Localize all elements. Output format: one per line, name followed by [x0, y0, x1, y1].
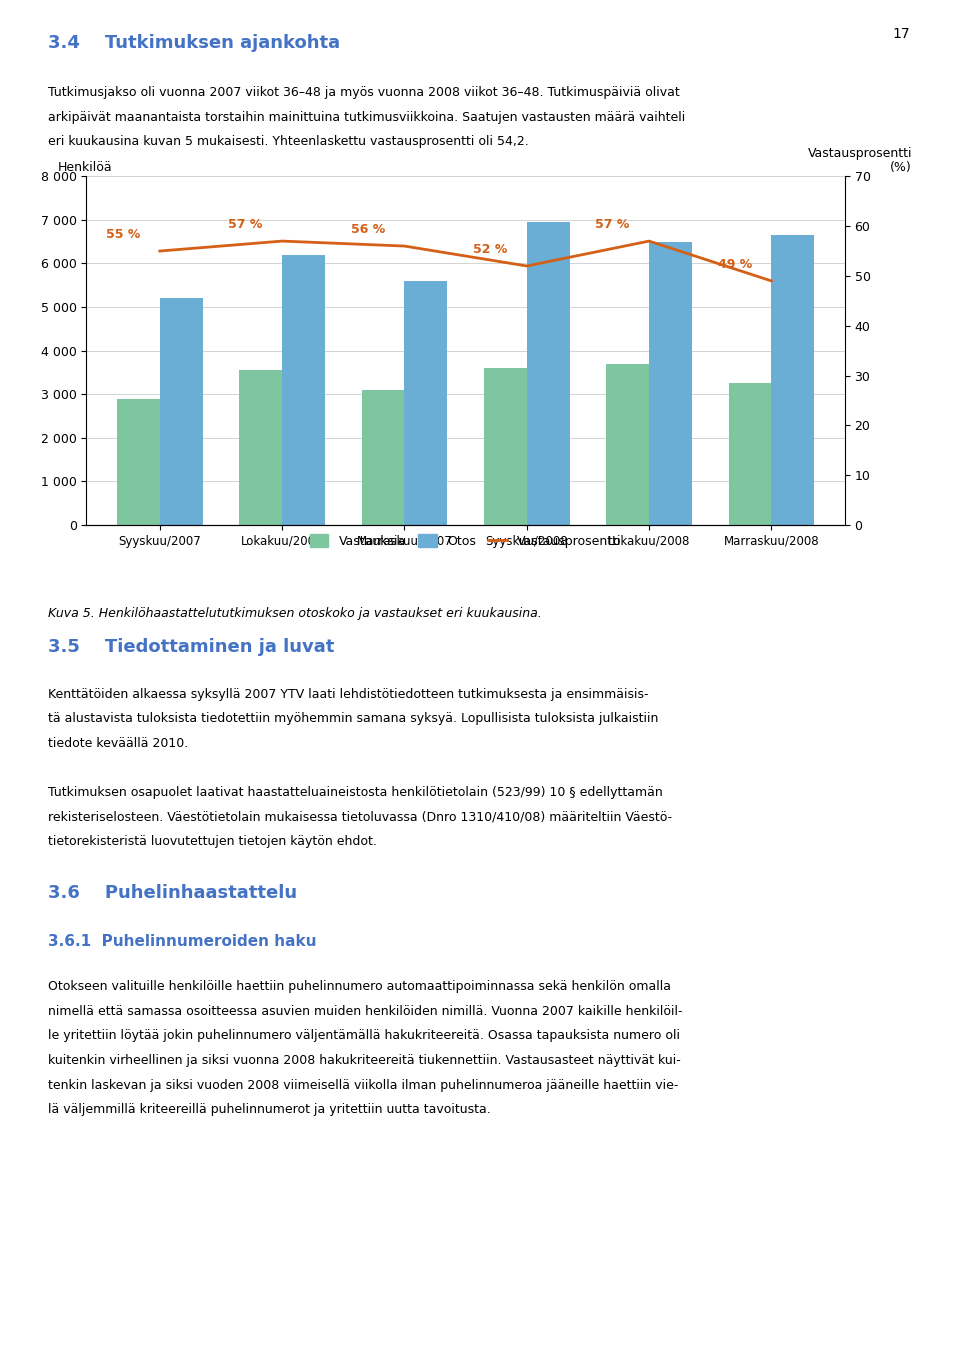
- Text: 56 %: 56 %: [350, 223, 385, 236]
- Text: 49 %: 49 %: [717, 258, 752, 271]
- Text: tiedote keväällä 2010.: tiedote keväällä 2010.: [48, 737, 188, 750]
- Text: rekisteriselosteen. Väestötietolain mukaisessa tietoluvassa (Dnro 1310/410/08) m: rekisteriselosteen. Väestötietolain muka…: [48, 811, 672, 824]
- Text: le yritettiin löytää jokin puhelinnumero väljentämällä hakukriteereitä. Osassa t: le yritettiin löytää jokin puhelinnumero…: [48, 1029, 680, 1043]
- Bar: [404, 282, 447, 525]
- Bar: [772, 235, 814, 525]
- Text: Tutkimusjakso oli vuonna 2007 viikot 36–48 ja myös vuonna 2008 viikot 36–48. Tut: Tutkimusjakso oli vuonna 2007 viikot 36–…: [48, 86, 680, 100]
- Text: 55 %: 55 %: [106, 228, 140, 241]
- Text: 3.4    Tutkimuksen ajankohta: 3.4 Tutkimuksen ajankohta: [48, 34, 340, 52]
- Text: 3.5    Tiedottaminen ja luvat: 3.5 Tiedottaminen ja luvat: [48, 638, 334, 656]
- Bar: [649, 242, 692, 525]
- Bar: [159, 298, 203, 525]
- Text: Kuva 5. Henkilöhaastattelututkimuksen otoskoko ja vastaukset eri kuukausina.: Kuva 5. Henkilöhaastattelututkimuksen ot…: [48, 607, 541, 621]
- Text: 57 %: 57 %: [228, 219, 263, 231]
- Text: eri kuukausina kuvan 5 mukaisesti. Yhteenlaskettu vastausprosentti oli 54,2.: eri kuukausina kuvan 5 mukaisesti. Yhtee…: [48, 135, 529, 149]
- Text: tietorekisteristä luovutettujen tietojen käytön ehdot.: tietorekisteristä luovutettujen tietojen…: [48, 835, 377, 849]
- Text: 57 %: 57 %: [595, 219, 630, 231]
- Bar: [282, 254, 324, 525]
- Bar: [527, 221, 569, 525]
- Text: (%): (%): [890, 160, 912, 174]
- Text: Kenttätöiden alkaessa syksyllä 2007 YTV laati lehdistötiedotteen tutkimuksesta j: Kenttätöiden alkaessa syksyllä 2007 YTV …: [48, 688, 649, 701]
- Text: nimellä että samassa osoitteessa asuvien muiden henkilöiden nimillä. Vuonna 2007: nimellä että samassa osoitteessa asuvien…: [48, 1005, 683, 1018]
- Text: Henkilöä: Henkilöä: [58, 160, 112, 174]
- Bar: [239, 370, 282, 525]
- Text: Vastausprosentti: Vastausprosentti: [807, 146, 912, 160]
- Text: kuitenkin virheellinen ja siksi vuonna 2008 hakukriteereitä tiukennettiin. Vasta: kuitenkin virheellinen ja siksi vuonna 2…: [48, 1054, 681, 1068]
- Bar: [729, 383, 772, 525]
- Text: tenkin laskevan ja siksi vuoden 2008 viimeisellä viikolla ilman puhelinnumeroa j: tenkin laskevan ja siksi vuoden 2008 vii…: [48, 1079, 679, 1092]
- Bar: [117, 399, 159, 525]
- Text: tä alustavista tuloksista tiedotettiin myöhemmin samana syksyä. Lopullisista tul: tä alustavista tuloksista tiedotettiin m…: [48, 712, 659, 726]
- Text: Otokseen valituille henkilöille haettiin puhelinnumero automaattipoiminnassa sek: Otokseen valituille henkilöille haettiin…: [48, 980, 671, 994]
- Text: 3.6.1  Puhelinnumeroiden haku: 3.6.1 Puhelinnumeroiden haku: [48, 934, 317, 949]
- Text: arkipäivät maanantaista torstaihin mainittuina tutkimusviikkoina. Saatujen vasta: arkipäivät maanantaista torstaihin maini…: [48, 111, 685, 124]
- Bar: [484, 368, 527, 525]
- Bar: [362, 390, 404, 525]
- Bar: [607, 364, 649, 525]
- Text: 3.6    Puhelinhaastattelu: 3.6 Puhelinhaastattelu: [48, 884, 298, 902]
- Text: Tutkimuksen osapuolet laativat haastatteluaineistosta henkilötietolain (523/99) : Tutkimuksen osapuolet laativat haastatte…: [48, 786, 662, 800]
- Text: 52 %: 52 %: [473, 243, 507, 256]
- Text: lä väljemmillä kriteereillä puhelinnumerot ja yritettiin uutta tavoitusta.: lä väljemmillä kriteereillä puhelinnumer…: [48, 1103, 491, 1117]
- Legend: Vastauksia, Otos, Vastausprosentti: Vastauksia, Otos, Vastausprosentti: [304, 529, 627, 552]
- Text: 17: 17: [893, 27, 910, 41]
